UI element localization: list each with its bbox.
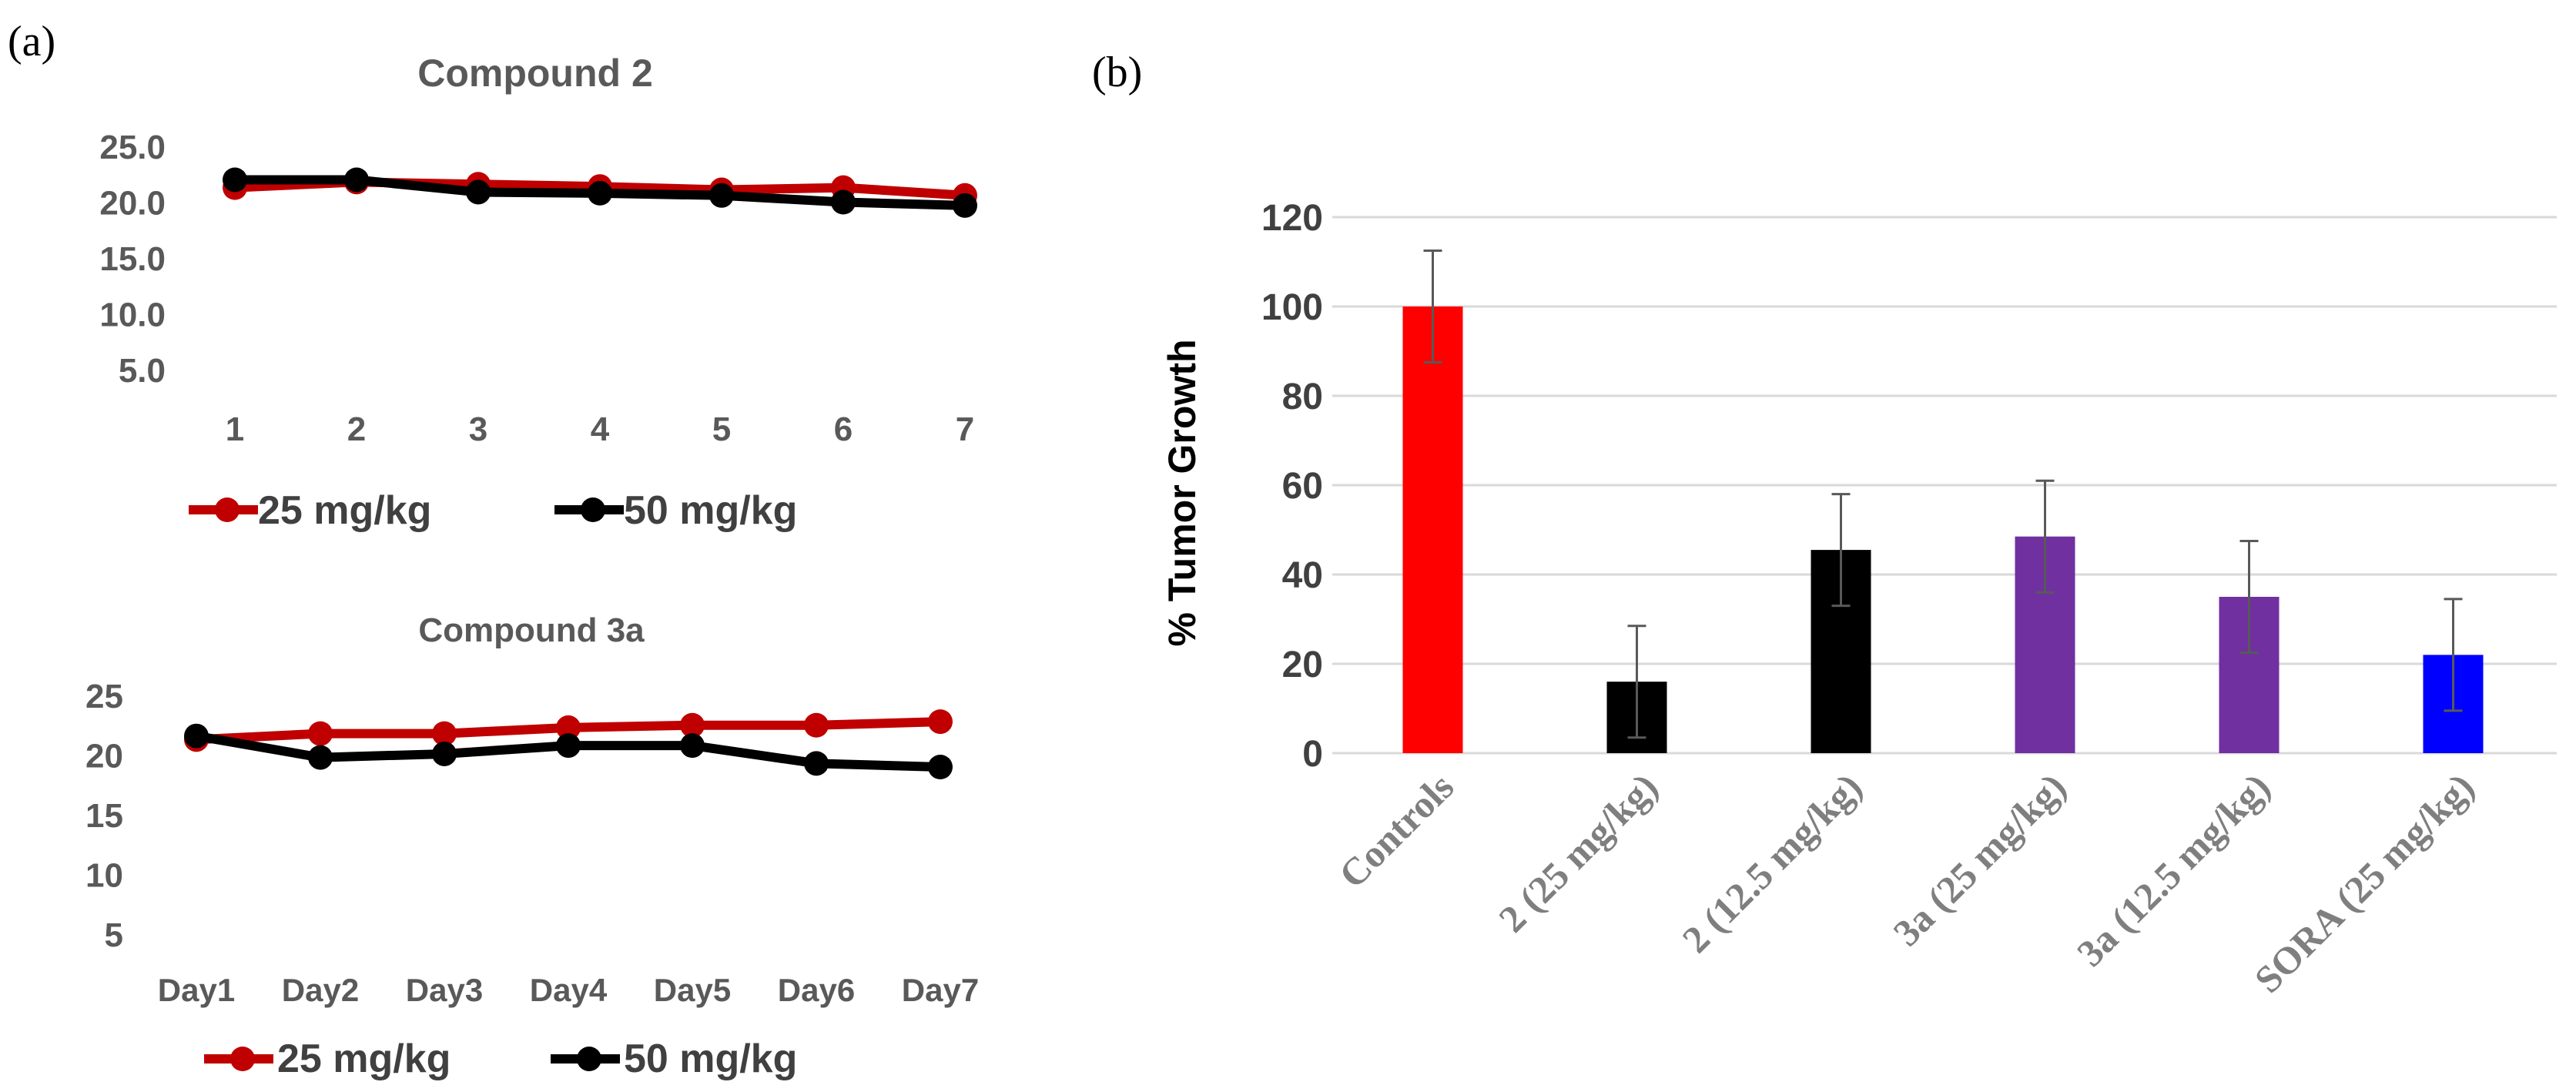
- data-point: [928, 709, 953, 735]
- y-tick-label: 120: [1261, 198, 1323, 239]
- line-chart-title: Compound 3a: [418, 611, 645, 649]
- x-tick-label: 4: [591, 410, 610, 448]
- data-point: [928, 755, 953, 779]
- data-point: [556, 715, 581, 740]
- x-tick-label: 1: [226, 410, 244, 448]
- x-axis-ticks: Controls 2 (25 mg/kg) 2 (12.5 mg/kg) 3a (25…: [1331, 765, 2483, 1001]
- data-point: [804, 712, 829, 738]
- y-tick-label: 15: [85, 797, 123, 835]
- data-point: [709, 183, 734, 208]
- data-point: [466, 179, 491, 205]
- gridlines: [1332, 216, 2557, 755]
- data-point: [432, 721, 457, 746]
- y-axis-label: % Tumor Growth: [1161, 339, 1204, 646]
- data-point: [432, 741, 457, 766]
- y-tick-label: 40: [1282, 555, 1323, 596]
- y-axis-ticks: 5 10 15 20 25: [85, 678, 123, 954]
- x-tick-label: Day1: [158, 972, 235, 1008]
- data-point: [184, 723, 209, 749]
- bars: [1402, 306, 2484, 753]
- y-tick-label: 20: [1282, 645, 1323, 685]
- legend: 25 mg/kg 50 mg/kg: [189, 488, 797, 533]
- x-tick-label: Day6: [778, 972, 855, 1008]
- legend-label-50: 50 mg/kg: [624, 1037, 797, 1081]
- x-tick-label: Day4: [530, 972, 608, 1008]
- x-tick-label: 3: [469, 410, 487, 448]
- y-axis-ticks: 5.0 10.0 15.0 20.0 25.0: [99, 129, 166, 390]
- y-tick-label: 80: [1282, 377, 1323, 417]
- legend-marker-25: [215, 497, 240, 522]
- x-tick-label: Controls: [1331, 765, 1462, 896]
- y-axis-ticks: 0 20 40 60 80 100 120: [1261, 198, 1323, 775]
- legend-marker-50: [577, 1047, 601, 1071]
- line-chart-compound-2: Compound 2 5.0 10.0 15.0 20.0 25.0 1 2 3 4 5 6 7 2…: [99, 52, 977, 533]
- error-bars: [1423, 250, 2463, 739]
- x-tick-label: 2: [347, 410, 366, 448]
- x-tick-label: 3a (25 mg/kg): [1884, 765, 2074, 954]
- data-point: [308, 721, 333, 746]
- y-tick-label: 5.0: [119, 352, 166, 390]
- x-tick-label: Day5: [654, 972, 731, 1008]
- line-chart-title: Compound 2: [417, 52, 653, 95]
- x-tick-label: 5: [712, 410, 731, 448]
- data-point: [223, 167, 247, 193]
- series-lines: [184, 709, 953, 779]
- legend-label-25: 25 mg/kg: [277, 1037, 451, 1081]
- y-tick-label: 25: [85, 678, 123, 715]
- y-tick-label: 60: [1282, 466, 1323, 507]
- bar: [1402, 306, 1463, 753]
- x-tick-label: Day7: [902, 972, 979, 1008]
- x-axis-ticks: Day1 Day2 Day3 Day4 Day5 Day6 Day7: [158, 972, 979, 1008]
- data-point: [556, 733, 581, 759]
- y-tick-label: 5: [105, 916, 123, 954]
- legend-marker-50: [581, 497, 605, 522]
- data-point: [804, 751, 829, 776]
- x-tick-label: 2 (25 mg/kg): [1490, 765, 1666, 940]
- data-point: [308, 745, 333, 770]
- legend-label-25: 25 mg/kg: [258, 488, 431, 533]
- data-point: [680, 712, 705, 738]
- data-point: [344, 167, 369, 193]
- data-point: [588, 180, 612, 206]
- x-tick-label: Day3: [406, 972, 483, 1008]
- x-tick-label: 6: [834, 410, 853, 448]
- series-lines: [223, 167, 977, 218]
- x-tick-label: 2 (12.5 mg/kg): [1674, 765, 1871, 961]
- x-tick-label: Day2: [282, 972, 359, 1008]
- data-point: [680, 733, 705, 759]
- x-tick-label: 7: [956, 410, 974, 448]
- y-tick-label: 20.0: [99, 184, 166, 222]
- y-tick-label: 0: [1302, 734, 1323, 775]
- x-tick-label: 3a (12.5 mg/kg): [2069, 765, 2278, 974]
- legend-marker-25: [230, 1047, 255, 1071]
- panel-label-b: (b): [1092, 49, 1142, 96]
- data-point: [953, 193, 977, 218]
- x-axis-ticks: 1 2 3 4 5 6 7: [226, 410, 974, 448]
- x-tick-label: SORA (25 mg/kg): [2246, 765, 2483, 1001]
- panel-label-a: (a): [8, 18, 55, 65]
- y-tick-label: 15.0: [99, 240, 166, 278]
- y-tick-label: 10: [85, 856, 123, 894]
- data-point: [831, 189, 856, 215]
- legend: 25 mg/kg 50 mg/kg: [204, 1037, 797, 1081]
- y-tick-label: 25.0: [99, 129, 166, 166]
- y-tick-label: 20: [85, 737, 123, 775]
- legend-label-50: 50 mg/kg: [624, 488, 797, 533]
- y-tick-label: 10.0: [99, 296, 166, 333]
- y-tick-label: 100: [1261, 287, 1323, 328]
